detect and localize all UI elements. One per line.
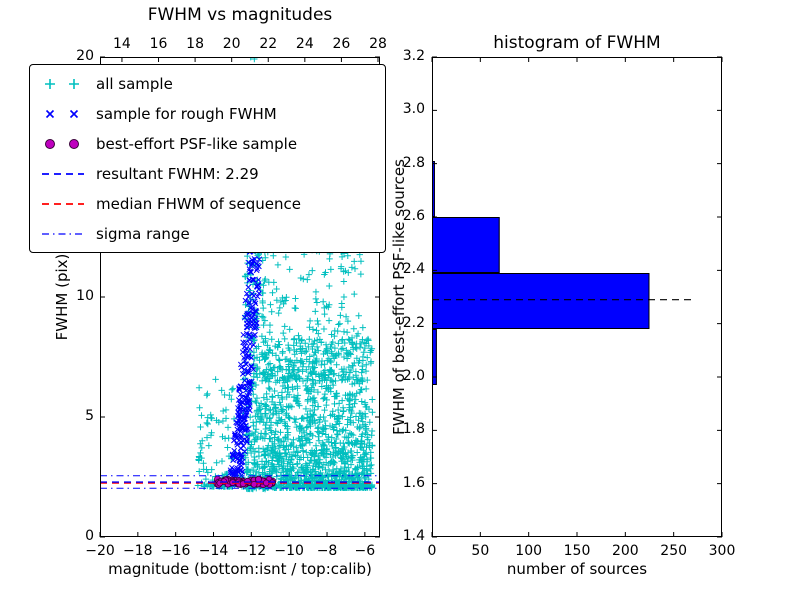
- legend-item-label: all sample: [96, 75, 173, 93]
- tick-label: 18: [186, 36, 204, 52]
- legend-item: resultant FWHM: 2.29: [38, 159, 377, 189]
- left-plot-title: FWHM vs magnitudes: [147, 5, 333, 25]
- legend-item-label: resultant FWHM: 2.29: [96, 165, 259, 183]
- circle-marker-icon: [45, 139, 79, 149]
- tick-label: −12: [236, 543, 267, 559]
- tick-label: −16: [160, 543, 191, 559]
- tick-label: 5: [85, 408, 94, 424]
- tick-label: 3.0: [402, 101, 425, 118]
- tick-label: 0: [427, 543, 437, 559]
- tick-label: 22: [259, 36, 278, 52]
- tick-label: 2.6: [402, 208, 425, 224]
- legend-item-label: best-effort PSF-like sample: [96, 135, 298, 153]
- tick-label: −10: [274, 543, 304, 559]
- legend-item: median FHWM of sequence: [38, 189, 377, 219]
- tick-label: 24: [295, 36, 314, 52]
- legend: all sample sample for rough FWHM best-effo…: [29, 64, 386, 253]
- left-plot-xlabel: magnitude (bottom:isnt / top:calib): [108, 560, 372, 578]
- tick-label: 20: [222, 36, 241, 52]
- tick-label: 150: [563, 543, 591, 559]
- tick-label: 0: [85, 528, 94, 544]
- tick-label: 50: [471, 543, 490, 559]
- tick-label: 20: [76, 48, 94, 64]
- right-plot-title: histogram of FWHM: [493, 33, 661, 53]
- tick-label: 250: [660, 543, 688, 559]
- x-marker-icon: [45, 109, 79, 119]
- legend-item-label: sigma range: [96, 225, 190, 243]
- dashdot-marker-icon: [42, 233, 84, 235]
- tick-label: 14: [113, 36, 131, 52]
- tick-label: 3.2: [402, 48, 425, 64]
- tick-label: −14: [198, 543, 229, 559]
- legend-item-label: median FHWM of sequence: [96, 195, 301, 213]
- legend-item-label: sample for rough FWHM: [96, 105, 277, 123]
- tick-label: 1.4: [402, 528, 425, 544]
- tick-label: 100: [515, 543, 543, 559]
- tick-label: 2.8: [402, 154, 425, 171]
- legend-item: sigma range: [38, 219, 377, 249]
- tick-label: 10: [76, 288, 94, 304]
- legend-item: sample for rough FWHM: [38, 99, 377, 129]
- tick-label: 2.0: [402, 368, 425, 384]
- legend-item: best-effort PSF-like sample: [38, 129, 377, 159]
- tick-label: −20: [85, 543, 115, 559]
- legend-item: all sample: [38, 69, 377, 99]
- tick-label: 16: [149, 36, 168, 52]
- plus-marker-icon: [45, 79, 79, 89]
- tick-label: 2.4: [402, 261, 425, 278]
- tick-label: −6: [354, 543, 376, 559]
- tick-label: 2.2: [402, 314, 425, 331]
- tick-label: −18: [123, 543, 153, 559]
- tick-label: 1.6: [402, 474, 425, 491]
- tick-label: 300: [708, 543, 736, 559]
- dashed-marker-icon: [42, 173, 84, 175]
- dashed-marker-icon: [42, 203, 84, 205]
- tick-label: 1.8: [402, 421, 425, 438]
- tick-label: −8: [316, 543, 338, 559]
- tick-label: 200: [611, 543, 639, 559]
- right-plot-ylabel: FWHM of best-effort PSF-like sources: [390, 159, 408, 435]
- right-plot-xlabel: number of sources: [506, 560, 648, 578]
- tick-label: 26: [332, 36, 351, 52]
- tick-label: 28: [369, 36, 387, 52]
